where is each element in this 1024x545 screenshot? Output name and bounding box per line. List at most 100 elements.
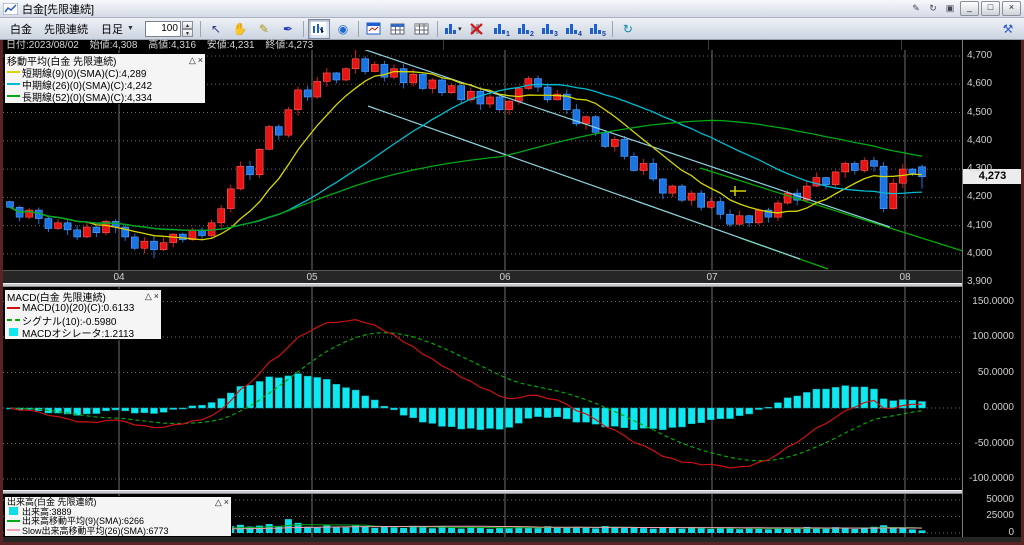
symbol-menu[interactable]: 白金 (10, 23, 32, 36)
volume-legend: 出来高(白金 先限連続) △ × 出来高:3889 出来高移動平均(9)(SMA)… (4, 496, 232, 537)
series-menu[interactable]: 先限連続 (44, 23, 88, 36)
price-axis-label: 4,100 (967, 219, 993, 231)
indicator-preset-4-icon[interactable]: 4 (562, 19, 584, 39)
legend-label: MACDオシレータ:1.2113 (22, 328, 135, 340)
macd-svg (3, 287, 962, 490)
legend-close-button[interactable]: × (153, 291, 159, 301)
legend-item: 出来高移動平均(9)(SMA):6266 (7, 516, 229, 526)
volume-legend-title: 出来高(白金 先限連続) (7, 497, 97, 508)
time-axis-label: 08 (899, 272, 911, 283)
timeframe-value: 日足 (101, 23, 123, 36)
legend-swatch (9, 507, 18, 516)
volume-legend-title-row: 出来高(白金 先限連続) △ × (7, 496, 229, 508)
toolbar-separator (199, 20, 201, 37)
wrench-icon[interactable]: ⚒ (1002, 21, 1014, 36)
toolbar-separator (357, 20, 359, 37)
bar-count-spinner[interactable]: 100 ▲ ▼ (144, 20, 193, 37)
macd-axis-label: 50.0000 (977, 366, 1014, 378)
infobar-divider (708, 40, 709, 52)
legend-swatch (7, 71, 20, 73)
indicator-preset-3-icon[interactable]: 3 (538, 19, 560, 39)
legend-swatch (7, 519, 20, 522)
legend-close-button[interactable]: × (223, 496, 229, 507)
legend-item: 長期線(52)(0)(SMA)(C):4,334 (7, 90, 203, 104)
legend-collapse-button[interactable]: △ (188, 55, 196, 65)
infobar-divider (443, 40, 444, 52)
infobar-divider (901, 40, 902, 52)
macd-chart[interactable] (3, 287, 962, 490)
legend-item: シグナル(10):-0.5980 (7, 314, 159, 328)
spinner-up-button[interactable]: ▲ (181, 20, 193, 29)
info-open: 始値:4,308 (89, 40, 138, 51)
price-axis-label: 4,000 (967, 247, 993, 259)
reload-icon[interactable]: ↻ (929, 3, 937, 13)
legend-swatch (7, 319, 20, 321)
toolbar: 白金 先限連続 日足 ▼ 100 ▲ ▼ ↖ ✋ ✎ ✒ ◉ ▾ 1 2 3 4 5 ↻ ⚒ (0, 18, 1024, 40)
time-axis-label: 04 (113, 272, 125, 283)
price-axis-label: 4,200 (967, 191, 993, 203)
volume-axis-label: 50000 (986, 493, 1014, 505)
title-bar: 白金[先限連続] ✎ ↻ ▣ _ □ × (0, 0, 1024, 18)
time-axis-label: 05 (306, 272, 318, 283)
price-axis-label: 3,900 (967, 276, 993, 288)
macd-legend-title-row: MACD(白金 先限連続) △ × (7, 290, 159, 304)
spinner-down-button[interactable]: ▼ (181, 28, 193, 37)
auto-update-icon[interactable]: ◉ (337, 21, 349, 36)
select-cursor-icon[interactable]: ↖ (210, 21, 221, 36)
macd-axis-label: 0.0000 (983, 402, 1014, 413)
maximize-button[interactable]: □ (981, 1, 1000, 16)
close-button[interactable]: × (1002, 1, 1021, 16)
legend-collapse-button[interactable]: △ (144, 291, 152, 301)
quote-board-icon[interactable] (387, 19, 409, 39)
volume-axis-label: 0 (1008, 527, 1014, 538)
chart-type-icon[interactable]: ▾ (442, 19, 464, 39)
toolbar-separator (436, 20, 438, 37)
price-axis-label: 4,300 (967, 163, 993, 175)
legend-label: シグナル(10):-0.5980 (22, 316, 117, 328)
minimize-button[interactable]: _ (960, 1, 979, 16)
indicator-preset-2-icon[interactable]: 2 (514, 19, 536, 39)
legend-close-button[interactable]: × (197, 55, 203, 65)
candlestick-svg (3, 50, 962, 270)
price-axis: 4,273 4,700 4,600 4,500 4,400 4,300 4,200 4,10… (962, 40, 1022, 538)
window-border (1021, 40, 1024, 545)
spinner-arrows: ▲ ▼ (181, 20, 193, 37)
macd-axis-label: 100.0000 (972, 331, 1014, 342)
refresh-icon[interactable]: ↻ (622, 21, 633, 36)
macd-axis-label: -100.0000 (968, 473, 1014, 484)
toolbar-separator (611, 20, 613, 37)
window-border (0, 40, 3, 545)
info-high: 高値:4,316 (148, 40, 197, 51)
window-title: 白金[先限連続] (22, 3, 95, 16)
bar-count-input[interactable]: 100 (144, 20, 181, 37)
cascade-icon[interactable]: ▣ (945, 3, 955, 13)
grid-display-icon[interactable] (411, 19, 433, 39)
indicator-preset-1-icon[interactable]: 1 (490, 19, 512, 39)
bottom-strip (0, 537, 1024, 545)
last-price-badge: 4,273 (963, 169, 1022, 185)
indicator-preset-5-icon[interactable]: 5 (586, 19, 608, 39)
chart-window-icon[interactable] (363, 19, 385, 39)
price-axis-label: 4,600 (967, 78, 993, 90)
macd-axis-label: -50.0000 (974, 437, 1014, 449)
crosshair-mode-icon[interactable] (307, 18, 330, 39)
remove-indicator-icon[interactable] (466, 19, 488, 39)
pan-hand-icon[interactable]: ✋ (232, 21, 248, 36)
draw-pen-icon[interactable]: ✒ (282, 21, 293, 36)
ohlc-info-bar: 日付:2023/08/02 始値:4,308 高値:4,316 安値:4,231… (3, 40, 1021, 52)
legend-label: 長期線(52)(0)(SMA)(C):4,334 (22, 92, 153, 104)
draw-pencil-icon[interactable]: ✎ (258, 21, 269, 36)
legend-swatch (7, 83, 20, 85)
panel-splitter[interactable] (0, 490, 1021, 494)
timeframe-dropdown[interactable]: 日足 ▼ (98, 20, 137, 38)
info-low: 安値:4,231 (206, 40, 255, 51)
price-axis-label: 4,700 (967, 49, 993, 61)
legend-collapse-button[interactable]: △ (214, 496, 222, 507)
annotate-icon[interactable]: ✎ (912, 3, 920, 13)
window-border (0, 542, 1024, 545)
legend-item: Slow出来高移動平均(26)(SMA):6773 (7, 526, 229, 536)
legend-item: 出来高:3889 (7, 507, 229, 517)
panel-splitter[interactable] (0, 283, 1021, 287)
legend-label: MACD(10)(20)(C):0.6133 (22, 302, 135, 314)
